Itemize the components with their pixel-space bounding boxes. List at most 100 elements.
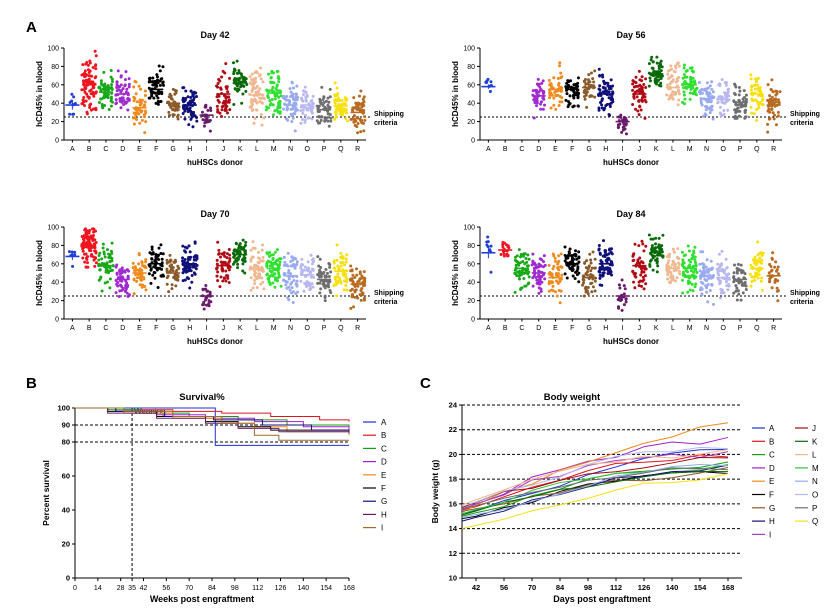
data-point [551,267,555,271]
legend-label: E [769,477,774,486]
data-point [620,130,624,134]
data-point [617,306,621,310]
data-point [124,70,128,74]
data-point [228,108,232,112]
data-point [193,241,197,245]
data-point [118,272,122,276]
data-point [353,284,357,288]
data-point [215,266,219,270]
data-point [732,271,736,275]
data-point [775,289,779,293]
data-point [526,264,530,268]
donor-F-points [563,245,581,284]
legend-label: H [769,517,775,526]
data-point [238,250,242,254]
x-tick-label: 126 [638,583,651,592]
x-tick-label: 70 [185,585,193,592]
data-point [260,248,264,252]
data-point [93,246,97,250]
data-point [597,94,601,98]
data-point [171,108,175,112]
y-tick-label: 24 [449,401,458,410]
data-point [775,92,779,96]
data-point [602,86,606,90]
data-point [295,84,299,88]
data-point [241,238,245,242]
data-point [638,279,642,283]
data-point [648,259,652,263]
data-point [86,261,90,265]
data-point [270,261,274,265]
data-point [222,261,226,265]
data-point [105,248,109,252]
data-point [361,97,365,101]
data-point [753,274,757,278]
data-point [237,78,241,82]
data-point [147,80,151,84]
data-point [243,243,247,247]
data-point [161,273,165,277]
data-point [653,79,657,83]
data-point [538,102,542,106]
data-point [70,250,74,254]
data-point [685,275,689,279]
data-point [709,259,713,263]
data-point [771,90,775,94]
data-point [254,275,258,279]
data-point [83,86,87,90]
data-point [355,273,359,277]
data-point [577,250,581,254]
data-point [564,85,568,89]
data-point [188,266,192,270]
data-point [753,255,757,259]
data-point [573,277,577,281]
data-point [682,90,686,94]
data-point [593,279,597,283]
data-point [557,103,561,107]
data-point [103,95,107,99]
data-point [658,62,662,66]
data-point [553,256,557,260]
body-weight-series-b [461,454,729,511]
data-point [773,113,777,117]
data-point [261,259,265,263]
donor-L-points [248,240,266,292]
data-point [109,75,113,79]
data-point [83,80,87,84]
data-point [619,113,623,117]
data-point [635,261,639,265]
data-point [526,272,530,276]
data-point [311,94,315,98]
data-point [543,277,547,281]
data-point [600,73,604,77]
data-point [353,295,357,299]
data-point [354,288,358,292]
data-point [338,277,342,281]
data-point [759,251,763,255]
donor-N-points [281,80,300,133]
data-point [706,93,710,97]
data-point [295,279,299,283]
data-point [102,250,106,254]
donor-H-points [181,240,199,290]
data-point [770,107,774,111]
y-axis-label: Body weight (g) [430,459,440,523]
data-point [631,259,635,263]
data-point [319,272,323,276]
data-point [522,254,526,258]
data-point [85,230,89,234]
y-tick-label: 20 [62,540,70,549]
data-point [702,266,706,270]
data-point [514,263,518,267]
x-tick-label: J [638,325,642,332]
x-tick-label: G [170,325,175,332]
data-point [666,69,670,73]
data-point [294,97,298,101]
y-tick-label: 40 [51,280,59,287]
data-point [622,284,626,288]
data-point [533,101,537,105]
x-tick-label: C [103,146,108,153]
data-point [522,277,526,281]
data-point [329,270,333,274]
